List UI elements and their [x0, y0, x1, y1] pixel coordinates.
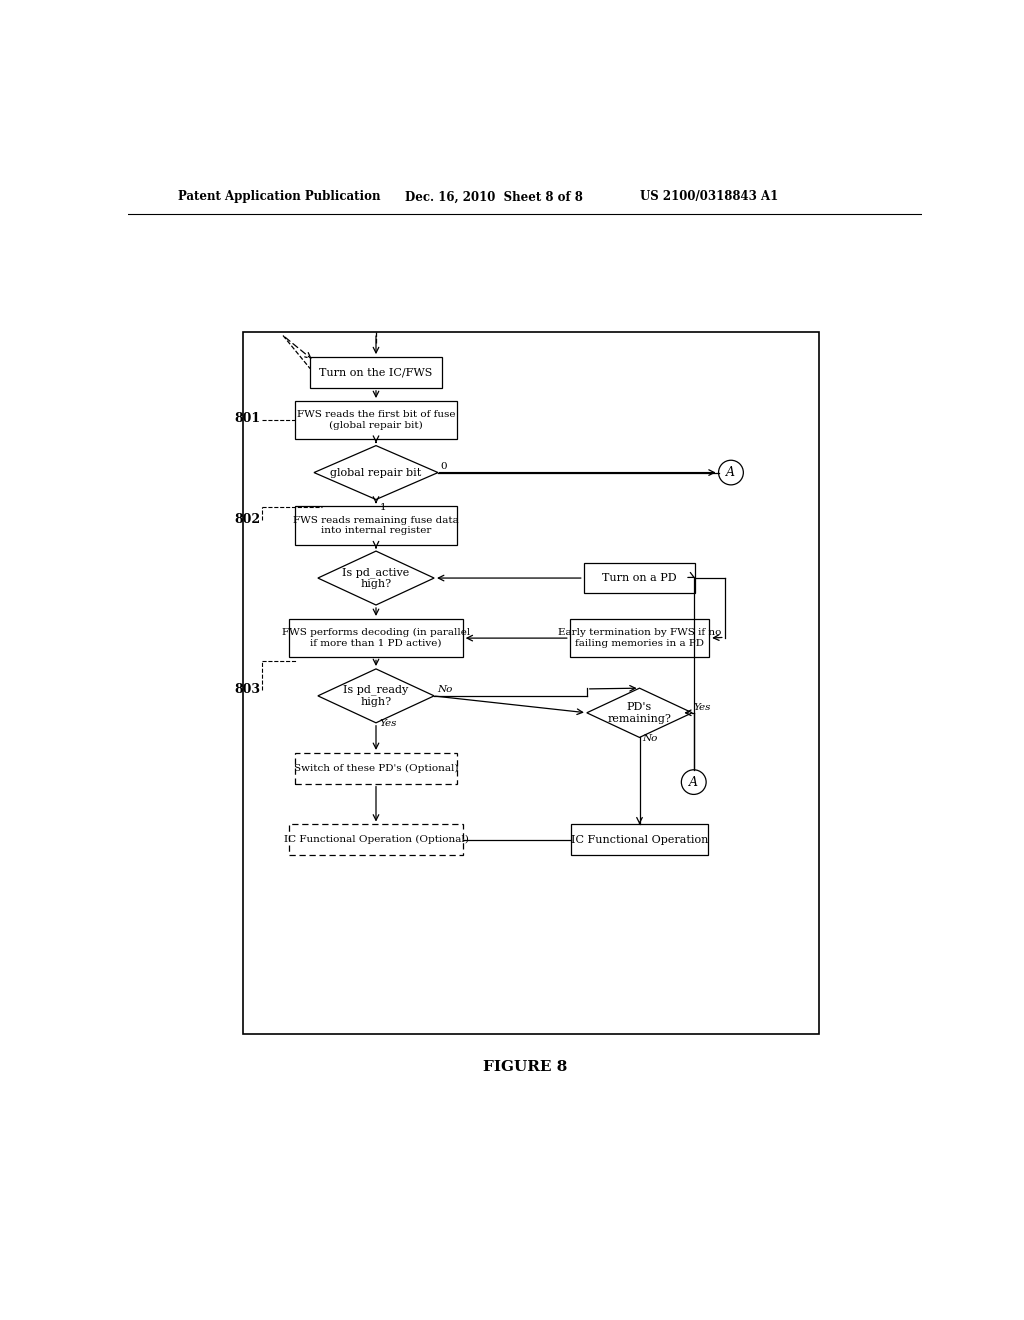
Text: 802: 802 [234, 513, 260, 527]
Text: 1: 1 [380, 503, 386, 512]
Bar [295, 507, 458, 545]
Text: IC Functional Operation: IC Functional Operation [570, 834, 709, 845]
Text: No: No [437, 685, 453, 694]
Text: Switch of these PD's (Optional): Switch of these PD's (Optional) [294, 764, 459, 772]
Text: FWS performs decoding (in parallel
if more than 1 PD active): FWS performs decoding (in parallel if mo… [282, 628, 470, 648]
Text: Dec. 16, 2010  Sheet 8 of 8: Dec. 16, 2010 Sheet 8 of 8 [406, 190, 584, 203]
Text: Is pd_active
high?: Is pd_active high? [342, 566, 410, 589]
Text: A: A [726, 466, 735, 479]
Text: FWS reads remaining fuse data
into internal register: FWS reads remaining fuse data into inter… [293, 516, 459, 536]
Text: PD's
remaining?: PD's remaining? [607, 702, 672, 723]
Text: Patent Application Publication: Patent Application Publication [178, 190, 381, 203]
Polygon shape [314, 446, 438, 499]
Bar [584, 562, 695, 594]
Bar [289, 825, 463, 855]
Text: No: No [643, 734, 658, 743]
Text: Early termination by FWS if no
failing memories in a PD: Early termination by FWS if no failing m… [558, 628, 721, 648]
Polygon shape [317, 552, 434, 605]
Polygon shape [317, 669, 434, 723]
Bar [295, 752, 458, 784]
Polygon shape [587, 688, 692, 738]
Bar [569, 619, 710, 657]
Text: 0: 0 [440, 462, 446, 471]
Text: Yes: Yes [379, 719, 396, 727]
Text: Yes: Yes [693, 702, 712, 711]
Text: Is pd_ready
high?: Is pd_ready high? [343, 685, 409, 708]
Text: A: A [689, 776, 698, 788]
Text: 801: 801 [234, 412, 260, 425]
Bar [310, 358, 442, 388]
Bar [243, 331, 819, 1034]
Bar [289, 619, 463, 657]
Text: IC Functional Operation (Optional): IC Functional Operation (Optional) [284, 836, 468, 845]
Text: Turn on a PD: Turn on a PD [602, 573, 677, 583]
Text: US 2100/0318843 A1: US 2100/0318843 A1 [640, 190, 778, 203]
Text: FIGURE 8: FIGURE 8 [482, 1060, 567, 1074]
Bar [295, 401, 458, 440]
Text: FWS reads the first bit of fuse
(global repair bit): FWS reads the first bit of fuse (global … [297, 411, 456, 430]
Circle shape [681, 770, 707, 795]
Text: global repair bit: global repair bit [331, 467, 422, 478]
Bar [571, 825, 708, 855]
Text: Turn on the IC/FWS: Turn on the IC/FWS [319, 367, 433, 378]
Circle shape [719, 461, 743, 484]
Text: 803: 803 [234, 684, 260, 696]
